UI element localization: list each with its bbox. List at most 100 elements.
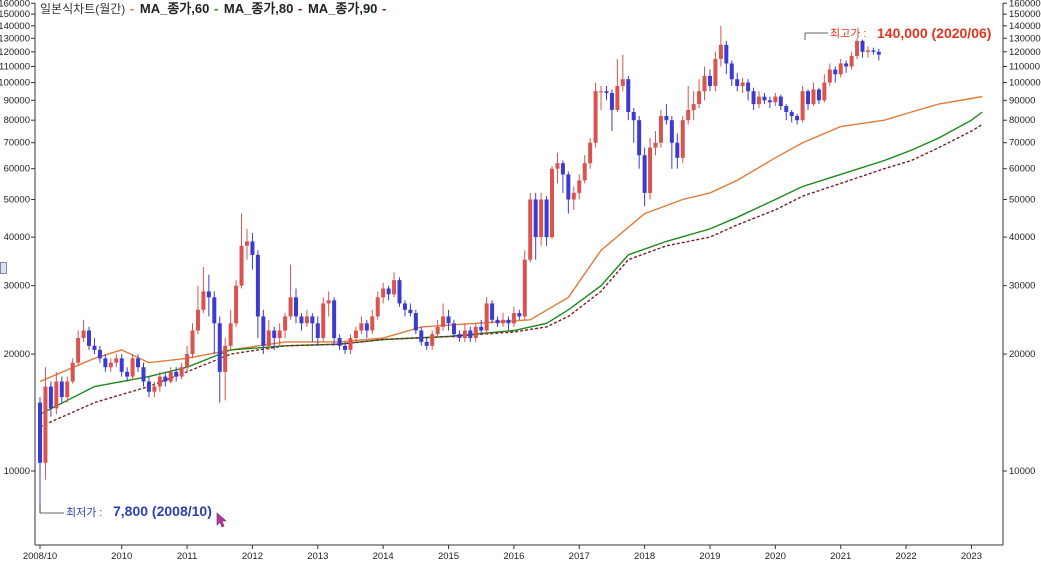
candle	[168, 367, 173, 384]
candle	[212, 291, 217, 355]
candle-body	[735, 79, 740, 86]
candle-body	[38, 402, 42, 463]
y-tick-label-left: 110000	[0, 61, 30, 72]
candle-body	[234, 285, 239, 324]
x-tick-label: 2011	[177, 551, 197, 561]
candle	[691, 91, 696, 121]
candle	[430, 330, 435, 350]
candle-body	[539, 199, 544, 238]
candle-body	[757, 96, 762, 105]
candle-body	[860, 40, 865, 52]
candle	[299, 313, 304, 331]
candle	[620, 54, 625, 92]
candle-body	[680, 120, 685, 158]
y-tick-label-right: 110000	[1009, 61, 1040, 72]
candle	[631, 107, 636, 143]
candle-body	[479, 326, 484, 331]
candle	[582, 155, 587, 184]
candle	[114, 354, 119, 368]
y-tick-label-right: 100000	[1009, 78, 1041, 89]
candle	[326, 291, 331, 317]
candle	[146, 376, 151, 398]
candle	[59, 376, 64, 403]
candle	[577, 174, 582, 200]
candle	[87, 326, 92, 350]
candle	[304, 309, 309, 327]
x-tick-label: 2020	[765, 551, 786, 561]
y-tick-label-left: 20000	[4, 349, 30, 360]
candle	[370, 309, 375, 335]
candle-body	[816, 89, 821, 101]
candle-body	[168, 371, 173, 382]
candle	[767, 96, 772, 108]
candle-body	[321, 303, 326, 338]
candle-body	[457, 334, 462, 338]
y-tick-label-right: 120000	[1009, 47, 1041, 58]
candle	[539, 192, 544, 246]
y-tick-label-right: 20000	[1009, 349, 1035, 360]
candle-body	[784, 106, 789, 112]
y-tick-label-left: 30000	[4, 281, 30, 292]
candle-body	[239, 245, 244, 286]
candle-body	[97, 349, 102, 359]
candle-body	[588, 142, 593, 164]
candle	[386, 285, 391, 301]
candle	[855, 38, 860, 59]
candle-body	[277, 330, 282, 338]
candle-body	[462, 330, 467, 338]
candle	[795, 113, 800, 125]
y-tick-label-right: 90000	[1009, 95, 1035, 106]
candle-body	[511, 313, 516, 324]
candle	[789, 109, 794, 123]
candle-body	[419, 330, 424, 342]
candle-body	[697, 91, 702, 105]
y-tick-label-right: 80000	[1009, 115, 1035, 126]
candle-body	[500, 319, 505, 324]
side-collapse-handle[interactable]	[0, 262, 7, 274]
candle	[315, 316, 320, 346]
candle-body	[789, 111, 794, 117]
x-tick-label: 2017	[569, 551, 590, 561]
x-tick-label: 2023	[961, 551, 982, 561]
high-annotation-label: 최고가 :	[830, 27, 866, 40]
candle	[190, 323, 195, 359]
candle	[637, 116, 642, 169]
candle	[136, 354, 141, 372]
candle-body	[424, 341, 429, 346]
candle	[348, 334, 353, 355]
candle-body	[740, 82, 745, 86]
candle-body	[326, 300, 331, 304]
candle-body	[544, 199, 549, 238]
candle-body	[255, 254, 260, 317]
candle-body	[522, 259, 527, 317]
candle	[163, 371, 168, 387]
y-tick-label-right: 30000	[1009, 281, 1035, 292]
candle-body	[359, 323, 364, 331]
x-tick-label: 2013	[307, 551, 328, 561]
candle-body	[185, 354, 190, 368]
candle-body	[70, 362, 75, 382]
candle-body	[648, 147, 653, 193]
candle-body	[833, 69, 838, 75]
candle	[359, 316, 364, 335]
candle	[54, 371, 59, 415]
x-tick-label: 2019	[699, 551, 720, 561]
candle	[876, 49, 881, 61]
candle-body	[59, 381, 64, 398]
y-tick-label-left: 60000	[4, 164, 30, 175]
candle-body	[146, 381, 151, 392]
candle	[865, 46, 870, 58]
candle	[441, 303, 446, 331]
candle	[522, 250, 527, 320]
candle-body	[675, 142, 680, 158]
candle	[435, 319, 440, 338]
candle	[48, 381, 53, 417]
candle	[65, 376, 70, 403]
candle-body	[212, 297, 217, 324]
candle-body	[250, 241, 255, 255]
candle-body	[724, 44, 729, 64]
y-tick-label-right: 140000	[1009, 21, 1041, 32]
candle-body	[430, 334, 435, 346]
